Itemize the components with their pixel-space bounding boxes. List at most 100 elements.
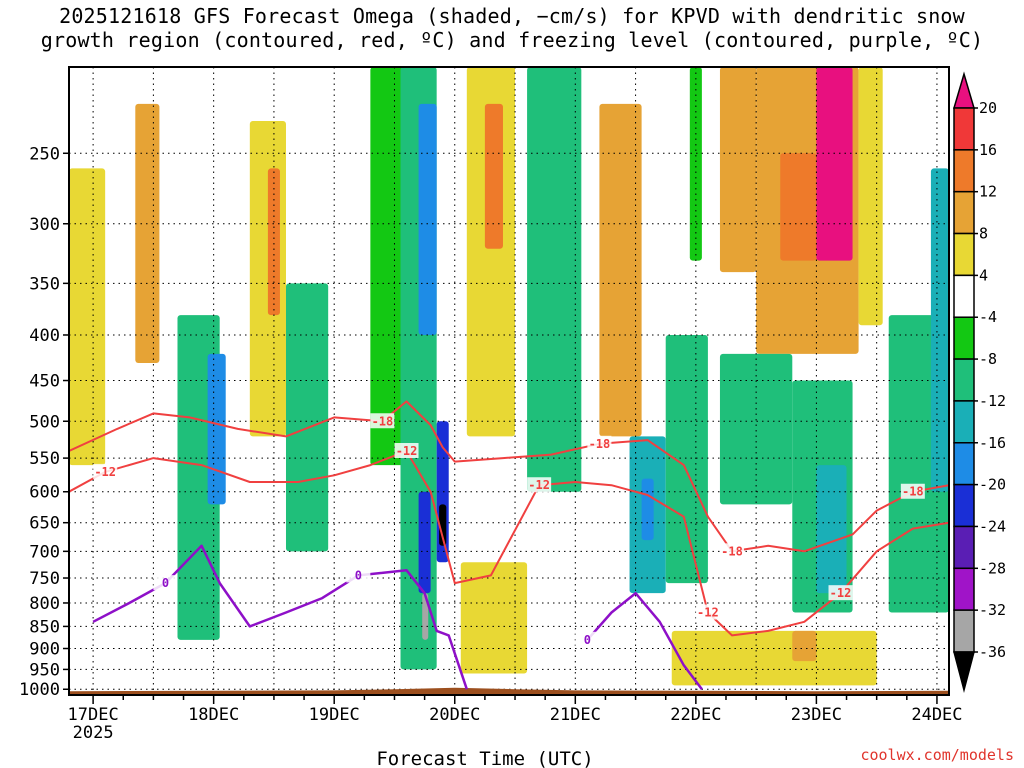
x-tick-label: 24DEC — [911, 705, 962, 725]
colorbar-segment — [953, 107, 975, 151]
dgz-contour-minus18-label-bg — [370, 413, 395, 429]
colorbar-label: 4 — [979, 266, 988, 284]
colorbar-arrow-bottom — [953, 651, 975, 693]
colorbar-segment — [953, 567, 975, 611]
colorbar-label: 16 — [979, 141, 997, 159]
colorbar-segment — [953, 274, 975, 318]
omega-region — [780, 153, 817, 261]
y-tick-label: 350 — [29, 274, 60, 294]
x-tick-label: 18DEC — [188, 705, 239, 725]
colorbar-arrow-top — [952, 71, 976, 109]
freezing-contour-2-label-bg — [575, 631, 600, 647]
dgz-contour-minus12-label: -12 — [830, 586, 852, 600]
omega-region — [641, 478, 654, 541]
y-tick-label: 850 — [29, 617, 60, 637]
colorbar-label: -8 — [979, 350, 997, 368]
omega-region — [267, 168, 280, 316]
omega-region — [418, 103, 437, 335]
colorbar-segment — [953, 483, 975, 528]
colorbar-label: -20 — [979, 476, 1006, 494]
omega-region — [207, 353, 226, 505]
y-tick-label: 1000 — [19, 680, 60, 700]
x-tick-label: 21DEC — [550, 705, 601, 725]
colorbar-segment — [953, 149, 975, 193]
x-tick-sublabel: 2025 — [73, 723, 114, 743]
x-tick-label: 23DEC — [791, 705, 842, 725]
omega-region — [135, 103, 160, 363]
freezing-contour-label-bg — [346, 567, 371, 583]
omega-region — [930, 168, 949, 492]
colorbar-segment — [953, 190, 975, 235]
omega-region — [792, 630, 817, 662]
omega-region — [816, 465, 847, 594]
y-tick-label: 300 — [29, 215, 60, 235]
x-tick-label: 17DEC — [68, 705, 119, 725]
omega-region — [418, 491, 431, 594]
omega-region — [719, 353, 793, 505]
colorbar-label: -12 — [979, 392, 1006, 410]
y-tick-label: 800 — [29, 594, 60, 614]
dgz-contour-minus18-label-bg — [587, 435, 612, 451]
dgz-contour-minus12-label-bg — [695, 604, 720, 620]
y-tick-label: 950 — [29, 660, 60, 680]
omega-region — [689, 67, 702, 261]
dgz-contour-minus12-label: -12 — [94, 465, 116, 479]
dgz-contour-minus18-label: -18 — [589, 437, 611, 451]
dgz-contour-minus18 — [69, 400, 949, 553]
colorbar-label: -36 — [979, 643, 1006, 661]
colorbar-segment — [953, 358, 975, 402]
colorbar-label: 12 — [979, 183, 997, 201]
y-tick-label: 750 — [29, 569, 60, 589]
dgz-contour-minus12-label: -12 — [528, 478, 550, 492]
colorbar-label: -16 — [979, 434, 1006, 452]
colorbar: 20 16 12 8 4 -4 -8 -12 -16 -20 -24 -28 -32 -36 — [952, 71, 1006, 693]
freezing-contour-2-label: 0 — [584, 633, 591, 647]
y-tick-label: 250 — [29, 144, 60, 164]
x-tick-label: 22DEC — [670, 705, 721, 725]
y-tick-label: 400 — [29, 326, 60, 346]
dgz-contour-minus12-label-bg — [394, 443, 419, 459]
y-tick-label: 500 — [29, 412, 60, 432]
freezing-contour-label: 0 — [355, 568, 362, 582]
title-line-2: growth region (contoured, red, ºC) and f… — [40, 28, 984, 52]
colorbar-segment — [953, 400, 975, 444]
dgz-contour-minus18-label: -18 — [721, 544, 743, 558]
colorbar-segment — [953, 442, 975, 486]
omega-region — [599, 103, 642, 437]
colorbar-segment — [953, 525, 975, 570]
credit-text[interactable]: coolwx.com/models — [860, 746, 1014, 764]
omega-region — [816, 67, 853, 261]
colorbar-segment — [953, 609, 975, 653]
x-tick-label: 20DEC — [429, 705, 480, 725]
y-tick-label: 600 — [29, 483, 60, 503]
colorbar-label: -24 — [979, 517, 1006, 535]
y-tick-label: 450 — [29, 372, 60, 392]
colorbar-segment — [953, 232, 975, 277]
omega-region — [665, 334, 708, 584]
dgz-contour-minus18-label-bg — [720, 543, 745, 559]
omega-region — [460, 562, 528, 674]
terrain-ground — [69, 687, 949, 695]
title-line-1: 2025121618 GFS Forecast Omega (shaded, −… — [59, 4, 965, 28]
plot-area: -18 -18 -18 -18 -12 -12 -12 -12 -12 0 0 0 — [69, 67, 949, 695]
omega-region — [439, 504, 447, 546]
colorbar-label: 8 — [979, 225, 988, 243]
y-tick-label: 550 — [29, 449, 60, 469]
omega-region — [422, 593, 429, 640]
chart-title: 2025121618 GFS Forecast Omega (shaded, −… — [0, 4, 1024, 52]
x-axis-title: Forecast Time (UTC) — [376, 748, 593, 768]
dgz-contour-minus18-label: -18 — [372, 414, 394, 428]
colorbar-label: 20 — [979, 99, 997, 117]
dgz-contour-minus12-label-bg — [828, 585, 853, 601]
colorbar-label: -28 — [979, 559, 1006, 577]
freezing-contour-2 — [586, 591, 703, 690]
omega-region — [484, 103, 503, 249]
colorbar-label: -32 — [979, 601, 1006, 619]
dgz-contour-minus12-label-bg — [527, 477, 552, 493]
y-tick-label: 700 — [29, 542, 60, 562]
omega-region — [527, 67, 582, 492]
dgz-contour-minus12-label: -12 — [697, 606, 719, 620]
y-tick-label: 650 — [29, 514, 60, 534]
omega-region — [285, 283, 329, 552]
